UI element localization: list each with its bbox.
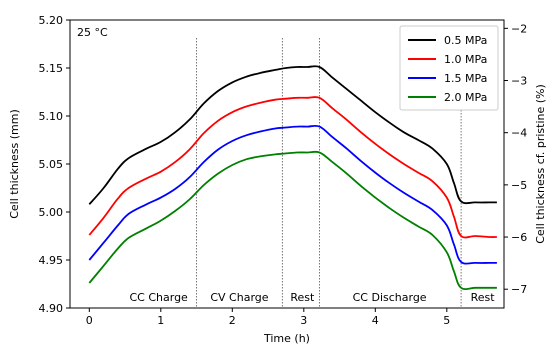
phase-label: Rest [290, 291, 315, 304]
series-line-0-5-mpa [88, 65, 497, 205]
x-tick-label: 0 [86, 314, 93, 327]
y2-tick-label: −6 [511, 231, 527, 244]
series-line-1-5-mpa [88, 124, 497, 265]
y2-tick-label: −7 [511, 283, 527, 296]
y2-tick-label: −5 [511, 179, 527, 192]
y2-tick-label: −3 [511, 75, 527, 88]
legend-label: 2.0 MPa [444, 91, 487, 104]
series-lines [88, 65, 497, 291]
series-line-1-0-mpa [88, 96, 497, 239]
x-tick-label: 1 [157, 314, 164, 327]
y-tick-label: 5.10 [39, 110, 64, 123]
y-tick-label: 5.05 [39, 158, 64, 171]
phase-labels: CC Charge CV Charge Rest CC Discharge Rest [129, 291, 495, 304]
y-axis-label: Cell thickness (mm) [8, 109, 21, 219]
x-tick-label: 2 [229, 314, 236, 327]
y2-axis-label: Cell thickness cf. pristine (%) [534, 84, 547, 244]
phase-label: CV Charge [210, 291, 268, 304]
phase-label: CC Discharge [353, 291, 427, 304]
y-tick-label: 4.95 [39, 254, 64, 267]
legend-box [399, 25, 499, 111]
y-tick-label: 4.90 [39, 302, 64, 315]
y2-tick-label: −4 [511, 127, 527, 140]
axis-ticks: 0 1 2 3 4 5 4.90 4.95 5.00 5.05 5.10 5.15 5.20 −7 −6 −5… [39, 14, 528, 327]
legend-label: 1.0 MPa [444, 53, 487, 66]
y-tick-label: 5.15 [39, 62, 64, 75]
x-axis-label: Time (h) [263, 332, 310, 345]
series-line-2-0-mpa [88, 150, 497, 291]
legend-label: 1.5 MPa [444, 72, 487, 85]
y2-tick-label: −2 [511, 22, 527, 35]
legend: 0.5 MPa 1.0 MPa 1.5 MPa 2.0 MPa [399, 25, 499, 111]
legend-label: 0.5 MPa [444, 34, 487, 47]
temperature-annotation: 25 °C [77, 26, 108, 39]
x-tick-label: 3 [300, 314, 307, 327]
x-tick-label: 5 [443, 314, 450, 327]
x-tick-label: 4 [372, 314, 379, 327]
y-tick-label: 5.20 [39, 14, 64, 27]
phase-label: CC Charge [129, 291, 188, 304]
phase-label: Rest [471, 291, 496, 304]
y-tick-label: 5.00 [39, 206, 64, 219]
